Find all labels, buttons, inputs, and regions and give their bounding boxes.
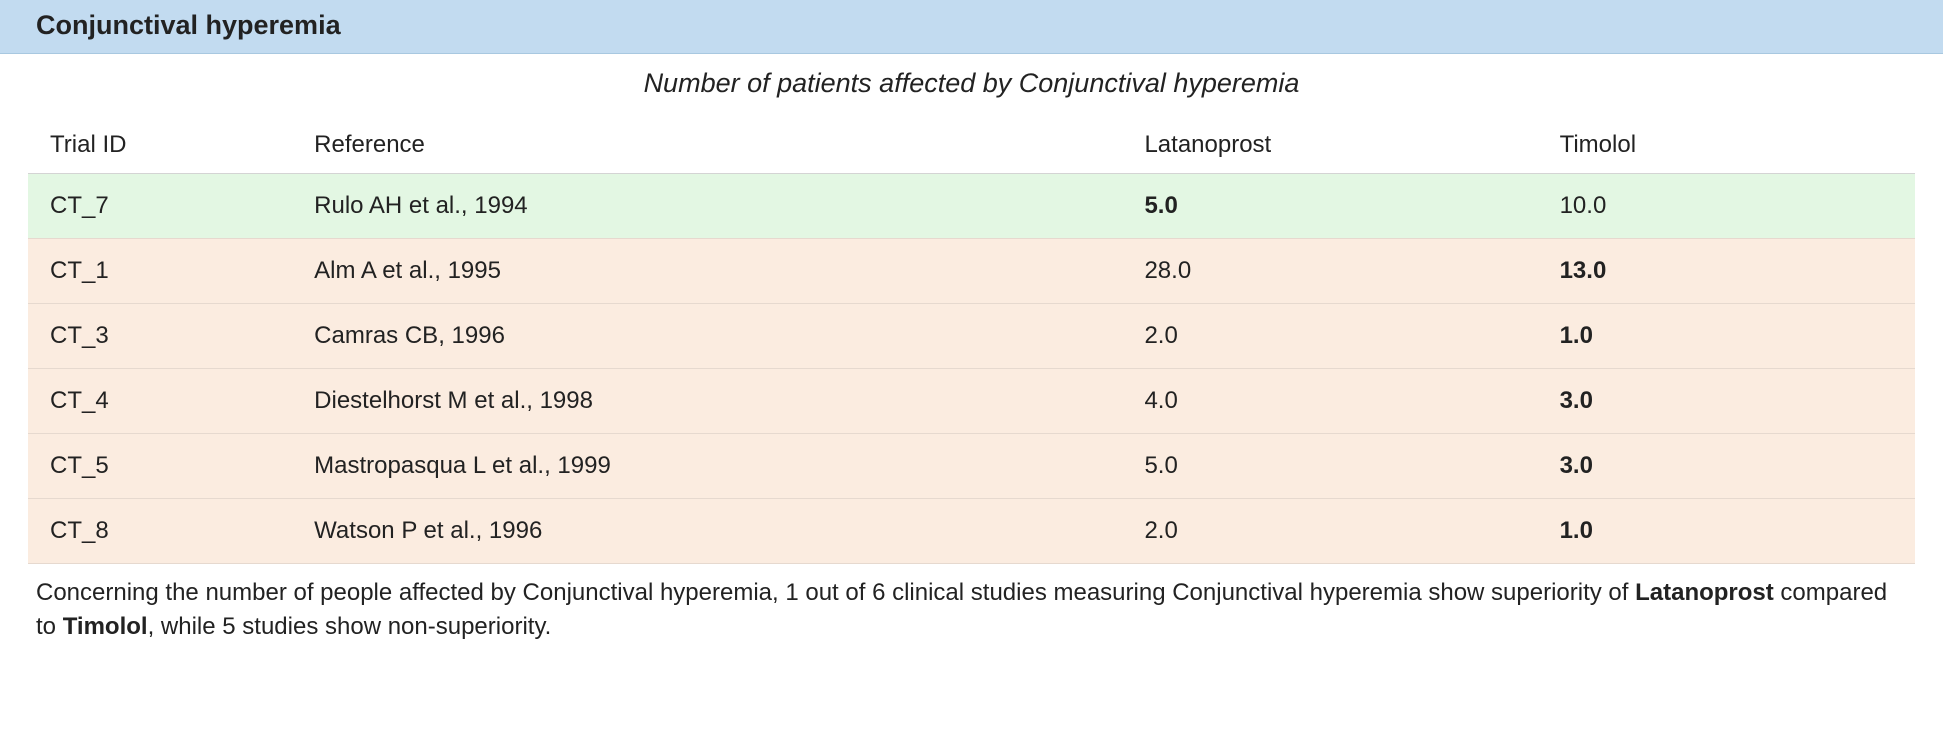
cell-latanoprost: 5.0 [1122, 434, 1537, 499]
table-row: CT_5Mastropasqua L et al., 19995.03.0 [28, 434, 1915, 499]
cell-trial-id: CT_3 [28, 304, 292, 369]
cell-reference: Rulo AH et al., 1994 [292, 174, 1122, 239]
cell-latanoprost: 5.0 [1122, 174, 1537, 239]
summary-drug2: Timolol [63, 613, 148, 640]
section-title: Conjunctival hyperemia [36, 10, 341, 40]
col-header-reference: Reference [292, 117, 1122, 174]
table-row: CT_7Rulo AH et al., 19945.010.0 [28, 174, 1915, 239]
cell-trial-id: CT_4 [28, 369, 292, 434]
cell-reference: Diestelhorst M et al., 1998 [292, 369, 1122, 434]
cell-latanoprost: 28.0 [1122, 239, 1537, 304]
cell-trial-id: CT_8 [28, 499, 292, 564]
col-header-timolol: Timolol [1538, 117, 1915, 174]
cell-latanoprost: 2.0 [1122, 499, 1537, 564]
cell-timolol: 3.0 [1538, 434, 1915, 499]
cell-latanoprost: 4.0 [1122, 369, 1537, 434]
cell-timolol: 13.0 [1538, 239, 1915, 304]
cell-trial-id: CT_5 [28, 434, 292, 499]
cell-timolol: 10.0 [1538, 174, 1915, 239]
summary-text: Concerning the number of people affected… [0, 564, 1943, 659]
table-caption: Number of patients affected by Conjuncti… [0, 54, 1943, 117]
table-row: CT_1Alm A et al., 199528.013.0 [28, 239, 1915, 304]
cell-trial-id: CT_1 [28, 239, 292, 304]
summary-prefix: Concerning the number of people affected… [36, 579, 1635, 606]
cell-reference: Alm A et al., 1995 [292, 239, 1122, 304]
col-header-trial-id: Trial ID [28, 117, 292, 174]
cell-timolol: 1.0 [1538, 304, 1915, 369]
table-header-row: Trial ID Reference Latanoprost Timolol [28, 117, 1915, 174]
cell-timolol: 3.0 [1538, 369, 1915, 434]
section-header: Conjunctival hyperemia [0, 0, 1943, 54]
summary-drug1: Latanoprost [1635, 579, 1774, 606]
table-row: CT_4Diestelhorst M et al., 19984.03.0 [28, 369, 1915, 434]
data-table: Trial ID Reference Latanoprost Timolol C… [28, 117, 1915, 564]
col-header-latanoprost: Latanoprost [1122, 117, 1537, 174]
cell-timolol: 1.0 [1538, 499, 1915, 564]
cell-latanoprost: 2.0 [1122, 304, 1537, 369]
cell-reference: Camras CB, 1996 [292, 304, 1122, 369]
cell-reference: Mastropasqua L et al., 1999 [292, 434, 1122, 499]
cell-reference: Watson P et al., 1996 [292, 499, 1122, 564]
table-row: CT_8Watson P et al., 19962.01.0 [28, 499, 1915, 564]
cell-trial-id: CT_7 [28, 174, 292, 239]
table-row: CT_3Camras CB, 19962.01.0 [28, 304, 1915, 369]
summary-suffix: , while 5 studies show non-superiority. [148, 613, 552, 640]
